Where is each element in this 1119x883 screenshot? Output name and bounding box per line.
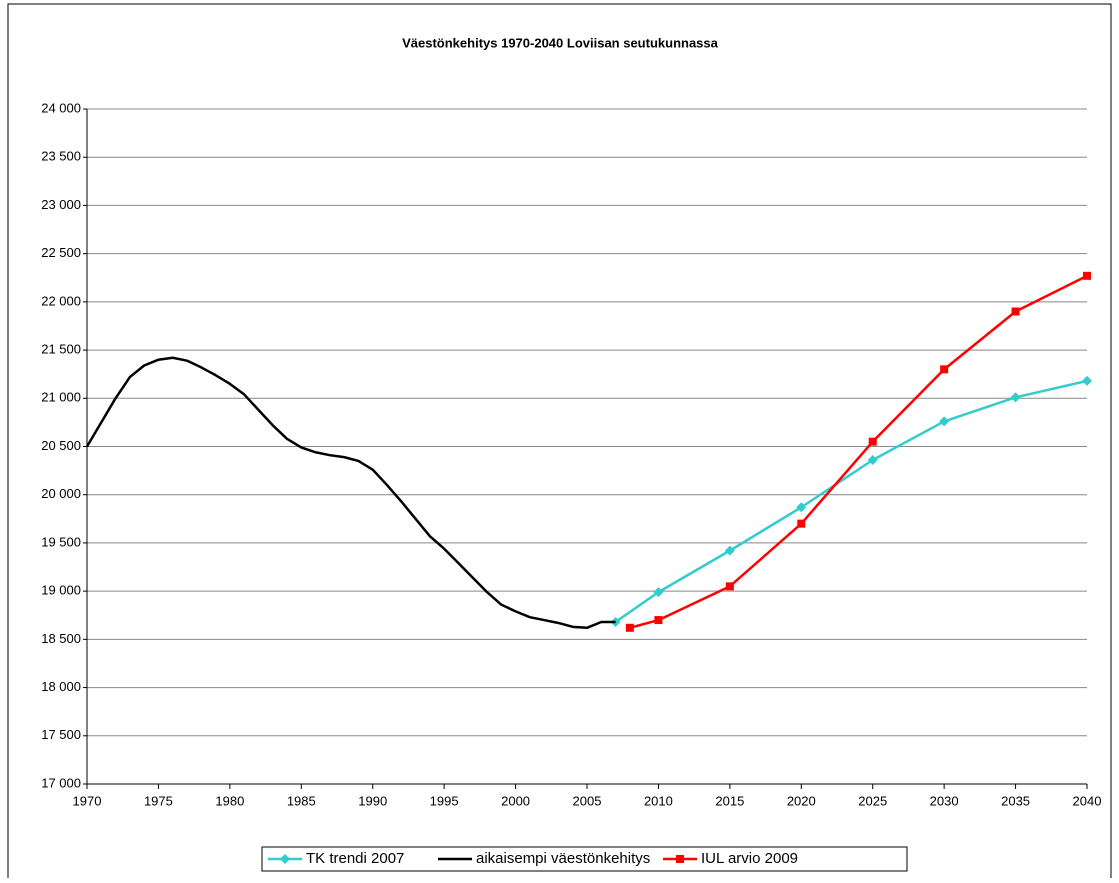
series-line [629,274,1088,629]
y-tick-label: 22 000 [41,293,81,308]
y-tick-label: 20 000 [41,486,81,501]
y-tick-label: 19 500 [41,534,81,549]
legend-label: TK trendi 2007 [306,850,404,867]
series-line [85,356,616,630]
marker [1010,392,1021,403]
marker [867,455,878,465]
x-tick-label: 2025 [858,793,887,808]
x-tick-label: 1985 [287,793,316,808]
y-tick-label: 24 000 [41,100,81,115]
marker [280,854,290,864]
y-tick-label: 21 000 [41,390,81,405]
x-tick-label: 1990 [358,793,387,808]
y-tick-label: 17 500 [41,727,81,742]
y-tick-label: 23 000 [41,197,81,212]
marker [1011,307,1020,316]
legend-label: aikaisempi väestönkehitys [476,850,650,867]
y-tick-label: 20 500 [41,438,81,453]
x-tick-label: 2000 [501,793,530,808]
x-tick-label: 2015 [715,793,744,808]
marker [797,519,806,528]
x-tick-label: 2010 [644,793,673,808]
marker [1082,375,1092,386]
y-tick-label: 18 500 [41,631,81,646]
x-tick-label: 2020 [787,793,816,808]
legend-box [261,846,908,872]
x-tick-label: 2030 [930,793,959,808]
y-tick-label: 23 500 [41,149,81,164]
marker [725,582,734,591]
marker [724,545,735,556]
y-tick-label: 18 000 [41,679,81,694]
chart-border [7,3,1112,883]
marker [1083,271,1091,280]
x-tick-label: 2040 [1073,793,1102,808]
chart-title: Väestönkehitys 1970-2040 Loviisan seutuk… [402,35,719,50]
y-tick-label: 22 500 [41,245,81,260]
x-tick-label: 2035 [1001,793,1030,808]
x-tick-label: 1980 [215,793,244,808]
marker [625,623,634,632]
marker [653,587,664,598]
x-tick-label: 1995 [430,793,459,808]
x-tick-label: 1975 [144,793,173,808]
x-tick-label: 2005 [573,793,602,808]
marker [654,616,663,625]
y-tick-label: 17 000 [41,775,81,790]
marker [939,416,950,427]
y-tick-label: 19 000 [41,583,81,598]
marker [940,365,949,374]
y-tick-label: 21 500 [41,342,81,357]
marker [796,502,807,513]
marker [676,855,684,863]
marker [868,437,877,446]
legend-label: IUL arvio 2009 [701,850,798,867]
x-tick-label: 1970 [73,793,102,808]
